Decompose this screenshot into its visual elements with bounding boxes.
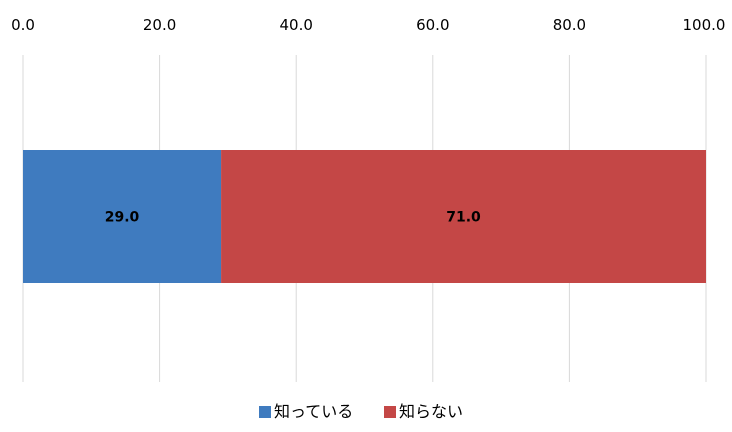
x-tick-label: 100.0 (683, 16, 726, 34)
x-tick-label: 0.0 (11, 16, 35, 34)
legend-swatch (259, 406, 271, 418)
bar-segment (221, 150, 706, 283)
legend: 知っている 知らない (259, 402, 463, 421)
x-tick-label: 20.0 (143, 16, 176, 34)
x-tick-label: 40.0 (279, 16, 312, 34)
x-tick-label: 60.0 (416, 16, 449, 34)
bars (23, 150, 706, 283)
data-labels: 29.0 71.0 (105, 210, 481, 226)
data-label: 29.0 (105, 210, 140, 226)
x-tick-label: 80.0 (553, 16, 586, 34)
legend-label: 知っている (274, 402, 353, 421)
bar-segment (23, 150, 222, 283)
legend-label: 知らない (399, 402, 463, 421)
legend-swatch (384, 406, 396, 418)
x-axis-tick-labels: 0.0 20.0 40.0 60.0 80.0 100.0 (11, 16, 725, 34)
data-label: 71.0 (446, 210, 481, 226)
